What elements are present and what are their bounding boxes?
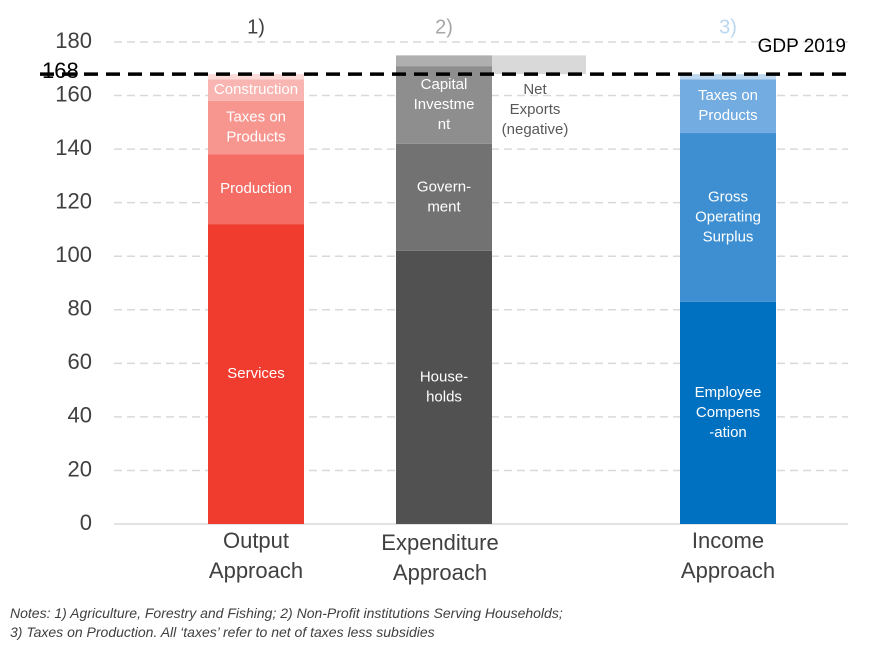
x-label-1: Expenditure Approach [381, 530, 498, 585]
bar-0-segment-3-label: Construction [214, 81, 298, 98]
y-tick-60: 60 [68, 349, 92, 374]
note-marker-0: 1) [247, 16, 265, 38]
gdp-reference-line: 168 GDP 2019 [40, 36, 848, 83]
floating-bars: Net Exports (negative) [492, 55, 586, 138]
y-tick-0: 0 [80, 510, 92, 535]
bar-2-segment-0 [680, 301, 776, 524]
gdp-tick-label: 168 [42, 58, 79, 83]
bar-0-segment-2 [208, 100, 304, 155]
y-tick-120: 120 [55, 188, 92, 213]
bar-1-segment-0 [396, 250, 492, 524]
floating-bar-0-label: Net Exports (negative) [502, 81, 569, 138]
bar-2-segment-1 [680, 133, 776, 302]
bar-1-segment-2-label: Capital Investme nt [414, 76, 475, 133]
bar-0-segment-4 [208, 74, 304, 80]
floating-bar-0 [492, 55, 586, 75]
bar-0-segment-0-label: Services [227, 365, 285, 382]
note-marker-2: 3) [719, 16, 737, 38]
bar-2-segment-3 [680, 74, 776, 80]
bar-1-segment-1-label: Govern-ment [417, 178, 471, 215]
bar-2-segment-1-label: Gross Operating Surplus [695, 188, 761, 245]
y-tick-20: 20 [68, 456, 92, 481]
bar-0-segment-1 [208, 154, 304, 225]
gdp-line-label: GDP 2019 [758, 36, 846, 57]
x-axis: Output Approach Expenditure Approach Income A… [209, 528, 775, 585]
bar-2-segment-0-label: Employee Compens -ation [695, 384, 762, 441]
bar-0-segment-1-label: Production [220, 180, 292, 197]
bar-1-segment-3 [396, 55, 492, 67]
note-line-1: Notes: 1) Agriculture, Forestry and Fish… [10, 605, 563, 621]
bar-1-segment-1 [396, 143, 492, 251]
x-label-2: Income Approach [681, 528, 775, 583]
y-tick-40: 40 [68, 403, 92, 428]
y-tick-180: 180 [55, 28, 92, 53]
note-line-2: 3) Taxes on Production. All ‘taxes’ refe… [10, 624, 435, 640]
note-markers: 1) 2) 3) [247, 16, 737, 38]
bars: Services Production Taxes on Products Constr… [208, 55, 776, 525]
notes: Notes: 1) Agriculture, Forestry and Fish… [10, 604, 880, 642]
gdp-approaches-chart: 0 20 40 60 80 100 120 140 160 180 Services Product… [40, 16, 848, 585]
bar-1-segment-0-label: House-holds [420, 368, 468, 405]
bar-2-segment-2 [680, 79, 776, 134]
note-marker-1: 2) [435, 16, 453, 38]
y-tick-80: 80 [68, 296, 92, 321]
y-tick-100: 100 [55, 242, 92, 267]
x-label-0: Output Approach [209, 528, 303, 583]
bar-0-segment-0 [208, 224, 304, 525]
bar-0-segment-2-label: Taxes on Products [226, 109, 286, 146]
y-tick-140: 140 [55, 135, 92, 160]
bar-2-segment-2-label: Taxes on Products [698, 87, 758, 124]
bar-0-segment-3 [208, 79, 304, 101]
y-tick-160: 160 [55, 81, 92, 106]
bar-1-segment-2 [396, 66, 492, 144]
